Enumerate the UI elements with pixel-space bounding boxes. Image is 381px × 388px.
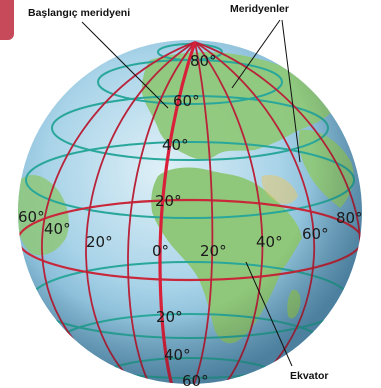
lat-label-20s: 20°	[156, 308, 183, 326]
longitude-labels: 60° 40° 20° 0° 20° 40° 60° 80°	[18, 208, 363, 260]
label-meridians: Meridyenler	[230, 3, 289, 15]
lon-label-e20: 20°	[200, 242, 227, 260]
leader-meridians-2	[281, 19, 301, 163]
lon-label-w60: 60°	[18, 208, 45, 226]
lon-label-e40: 40°	[256, 233, 283, 251]
leader-equator	[245, 261, 293, 367]
lon-label-0: 0°	[152, 242, 169, 260]
callout-leaders	[81, 19, 301, 367]
corner-accent-tab	[0, 0, 14, 40]
lon-label-w20: 20°	[86, 233, 113, 251]
lon-label-e80: 80°	[336, 209, 363, 227]
lat-label-40s: 40°	[164, 346, 191, 364]
latitude-labels: 80° 60° 40° 20° 20° 40° 60°	[155, 52, 217, 388]
lon-label-w40: 40°	[44, 220, 71, 238]
lat-label-40n: 40°	[162, 136, 189, 154]
label-prime-meridian: Başlangıç meridyeni	[28, 7, 130, 19]
lat-label-20n: 20°	[155, 192, 182, 210]
lon-label-e60: 60°	[302, 225, 329, 243]
lat-label-80n: 80°	[190, 52, 217, 70]
lat-label-60s: 60°	[182, 372, 209, 388]
lat-label-60n: 60°	[173, 92, 200, 110]
label-equator: Ekvator	[290, 370, 329, 382]
leader-prime-meridian	[81, 21, 169, 109]
leader-meridians-1	[231, 19, 281, 89]
